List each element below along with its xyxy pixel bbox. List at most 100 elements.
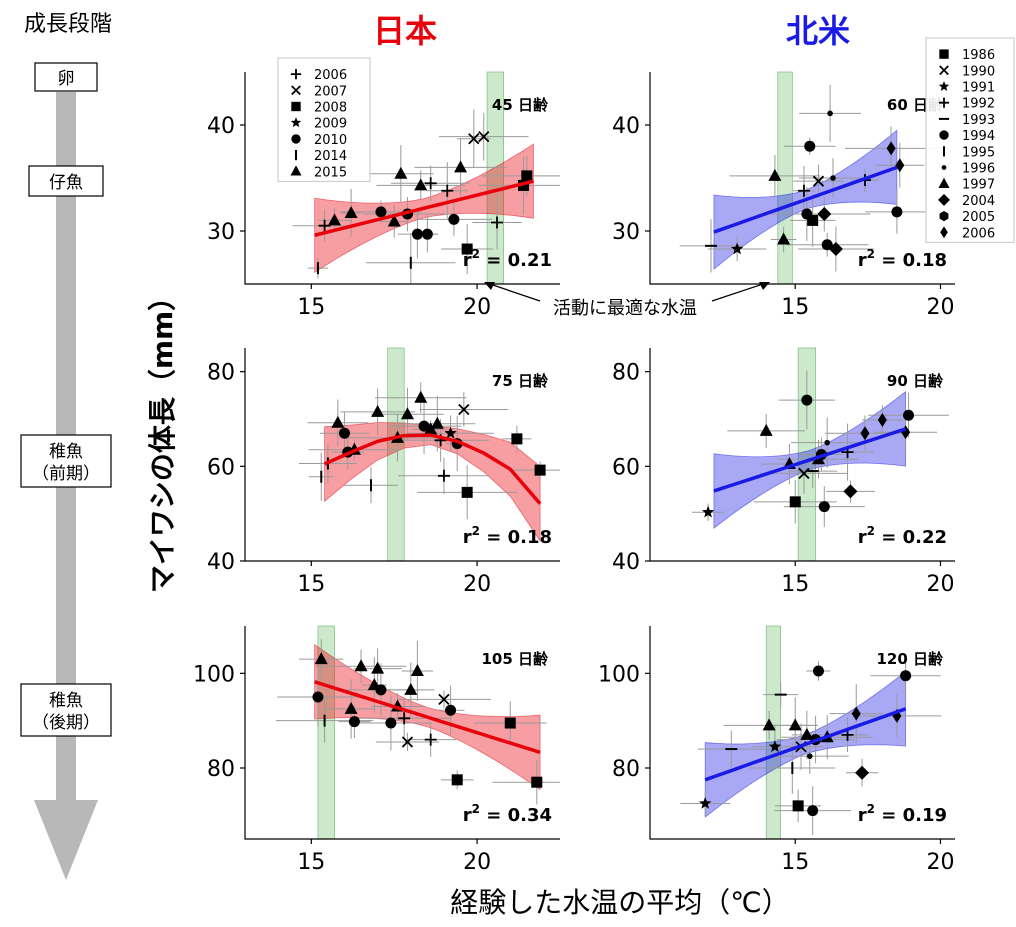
data-point-triangle: [344, 205, 358, 218]
stage-label: （前期）: [32, 464, 100, 484]
y-tick-label: 80: [612, 757, 640, 782]
y-tick-label: 30: [207, 220, 235, 245]
data-point-x: [291, 85, 301, 96]
stage-label: 稚魚: [49, 442, 83, 462]
fit-line: [314, 179, 534, 237]
stage-label: 仔魚: [49, 173, 83, 193]
data-point-circle: [891, 206, 903, 218]
data-point-triangle: [430, 416, 444, 429]
data-point-thin-diamond: [895, 158, 905, 173]
stage-title: 成長段階: [24, 12, 112, 37]
data-point-square: [511, 433, 523, 445]
annotation-arrow-left: [486, 282, 541, 302]
panel-4: 15 20 80 100 105 日齢 r2 = 0.34: [193, 625, 560, 875]
age-label: 75 日齢: [492, 372, 549, 390]
data-point-x: [478, 131, 490, 143]
axis-spines: [649, 72, 955, 285]
column-title-japan: 日本: [373, 12, 437, 50]
data-point-triangle: [387, 214, 401, 227]
legend-label: 2010: [314, 133, 347, 148]
data-point-square: [291, 101, 301, 112]
legend-label: 2008: [314, 101, 347, 116]
data-point-plus: [797, 184, 810, 197]
data-point-circle: [338, 427, 350, 439]
data-point-thin-diamond: [877, 412, 887, 427]
data-point-square: [792, 800, 804, 812]
legend-label: 1990: [962, 64, 995, 79]
data-point-circle: [448, 213, 460, 225]
data-point-star: [699, 797, 712, 809]
optimal-temp-band: [777, 71, 793, 285]
legend-label: 1996: [962, 162, 995, 177]
age-label: 90 日齢: [887, 372, 944, 390]
x-axis-label: 経験した水温の平均（℃）: [450, 886, 789, 919]
data-point-star: [290, 117, 302, 128]
data-point-thin-diamond: [886, 141, 896, 156]
data-point-circle: [411, 228, 423, 240]
x-tick-label: 20: [463, 295, 491, 320]
r-squared-label: r2 = 0.21: [463, 247, 552, 271]
stage-box-0: 卵: [34, 62, 98, 92]
data-point-point: [806, 753, 813, 759]
data-point-triangle: [314, 652, 328, 665]
data-point-circle: [801, 394, 813, 406]
age-label: 105 日齢: [481, 650, 549, 668]
x-tick-label: 20: [463, 850, 491, 875]
data-point-triangle: [344, 701, 358, 714]
legend-label: 1991: [962, 81, 995, 96]
data-point-point: [827, 110, 833, 117]
data-point-triangle: [371, 404, 385, 417]
data-point-square: [451, 774, 463, 786]
fit-line: [713, 165, 898, 234]
data-point-circle: [818, 501, 830, 513]
y-tick-label: 80: [207, 361, 235, 386]
y-tick-label: 100: [193, 662, 235, 687]
data-point-circle: [903, 409, 915, 421]
data-point-point: [941, 165, 947, 170]
axis-spines: [244, 72, 560, 285]
data-point-triangle: [331, 415, 345, 428]
y-tick-label: 40: [612, 114, 640, 139]
data-point-star: [444, 426, 457, 439]
legend-label: 1993: [962, 113, 995, 128]
legend-label: 1992: [962, 97, 995, 112]
annotation-text: 活動に最適な水温: [553, 298, 697, 319]
data-point-triangle: [354, 659, 368, 672]
x-tick-label: 15: [781, 295, 809, 320]
data-point-circle: [348, 716, 360, 728]
data-point-triangle: [768, 168, 782, 181]
data-point-circle: [939, 130, 949, 140]
data-point-circle: [375, 206, 387, 218]
stage-box-1: 仔魚: [28, 165, 104, 197]
x-tick-label: 20: [926, 572, 954, 597]
data-point-diamond: [828, 242, 843, 257]
r-squared-label: r2 = 0.19: [858, 802, 947, 826]
data-point-plus: [938, 97, 950, 108]
data-point-star: [730, 242, 744, 255]
age-label: 120 日齢: [876, 650, 944, 668]
axis-spines: [244, 626, 560, 840]
data-point-diamond: [855, 765, 870, 780]
x-tick-label: 20: [926, 850, 954, 875]
data-point-circle: [812, 665, 824, 677]
data-point-triangle: [424, 422, 438, 435]
y-tick-label: 40: [612, 550, 640, 575]
data-point-plus: [318, 219, 331, 232]
annotation-arrowhead-left: [484, 282, 495, 290]
data-point-plus: [424, 733, 437, 746]
legend-label: 2015: [314, 165, 347, 180]
y-tick-label: 60: [207, 455, 235, 480]
y-tick-label: 40: [207, 550, 235, 575]
data-point-x: [812, 175, 825, 187]
data-point-triangle: [400, 407, 414, 420]
x-tick-label: 15: [781, 850, 809, 875]
data-point-circle: [418, 420, 430, 432]
annotation-arrow-right: [711, 282, 767, 302]
data-point-circle: [821, 239, 833, 251]
data-point-triangle: [394, 166, 408, 179]
panel-2: 15 20 40 60 80 75 日齢 r2 = 0.18: [207, 347, 560, 597]
data-point-triangle: [404, 682, 418, 695]
data-point-circle: [291, 134, 301, 144]
